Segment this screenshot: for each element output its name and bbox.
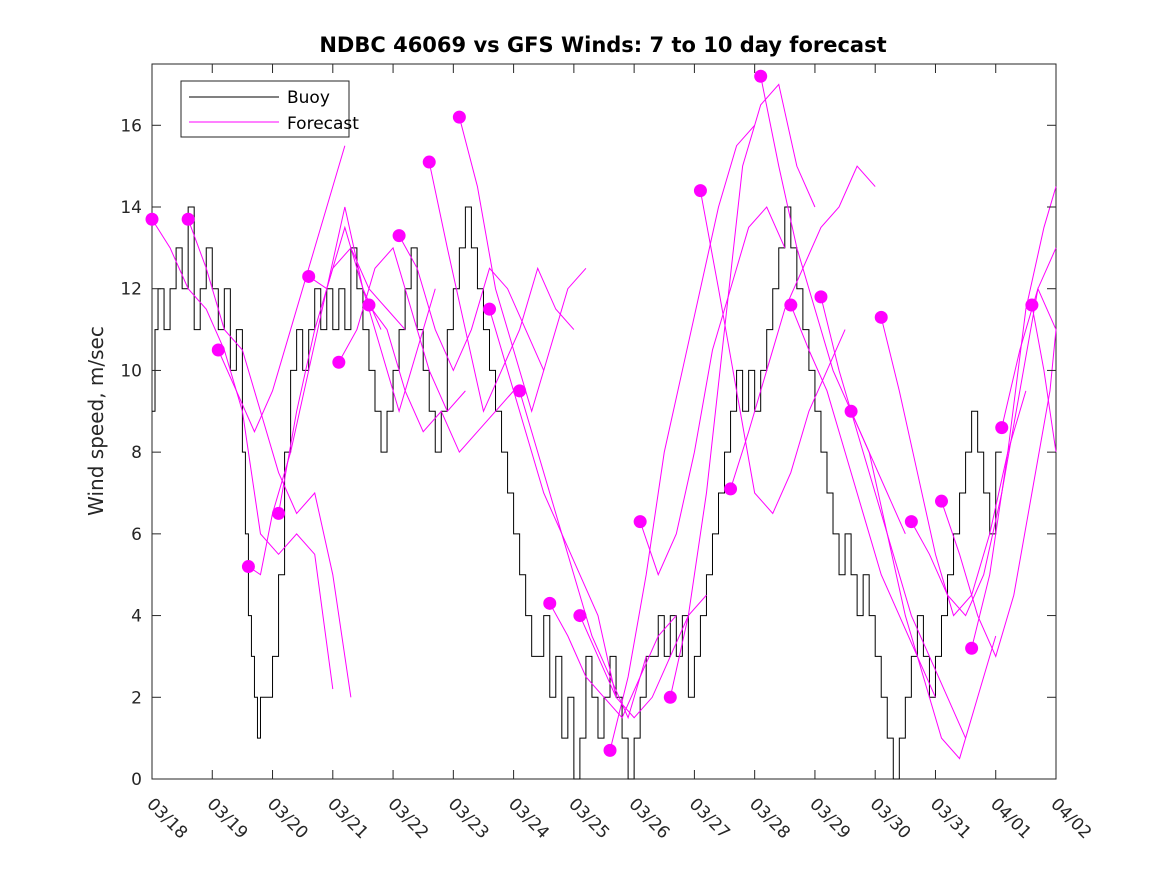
forecast-line [820,296,967,739]
forecast-start-point [543,596,557,610]
buoy-series [152,206,1002,780]
forecast-line [278,246,406,514]
forecast-start-point [633,515,647,529]
forecast-start-point [844,404,858,418]
forecast-start-point [874,310,888,324]
forecast-line [639,206,786,577]
forecast-start-point [934,494,948,508]
forecast-line [151,218,334,690]
forecast-line [368,304,514,454]
forecast-series-group [145,69,1057,760]
y-tick-label: 4 [131,607,142,627]
y-tick-label: 0 [131,770,142,790]
forecast-start-point [272,506,286,520]
forecast-start-point [513,384,527,398]
forecast-line [338,246,466,413]
legend-forecast-label: Forecast [287,114,359,134]
buoy-line [152,206,1002,780]
y-tick-label: 16 [120,116,142,136]
forecast-start-point [784,298,798,312]
forecast-line [549,603,677,719]
y-axis-label: Wind speed, m/sec [84,326,108,516]
forecast-start-point [814,290,828,304]
forecast-line [458,116,587,414]
forecast-start-point [362,298,376,312]
forecast-line [850,411,997,760]
y-tick-label: 14 [120,198,142,218]
y-tick-label: 12 [120,280,142,300]
forecast-line [880,317,1027,617]
forecast-start-point [965,641,979,655]
forecast-start-point [211,343,225,357]
forecast-line [760,76,906,535]
forecast-start-point [603,743,617,757]
forecast-line [248,225,382,576]
forecast-start-point [995,421,1009,435]
forecast-line [941,329,1057,658]
forecast-line [699,190,846,515]
y-tick-label: 8 [131,443,142,463]
forecast-start-point [241,560,255,574]
forecast-line [579,594,707,719]
forecast-line [398,235,545,372]
forecast-line [489,309,617,698]
forecast-line [308,206,436,414]
forecast-start-point [1025,298,1039,312]
forecast-start-point [181,212,195,226]
forecast-start-point [754,69,768,83]
forecast-start-point [724,482,738,496]
y-tick-label: 2 [131,688,142,708]
chart-title: NDBC 46069 vs GFS Winds: 7 to 10 day for… [319,33,886,57]
forecast-start-point [904,515,918,529]
forecast-line [910,247,1057,617]
forecast-line [790,304,936,698]
forecast-line [187,219,352,698]
forecast-start-point [392,229,406,243]
axes-box [151,63,1057,780]
forecast-line [217,145,346,433]
forecast-line [971,186,1057,649]
forecast-line [1001,287,1057,428]
forecast-start-point [693,184,707,198]
legend-buoy-label: Buoy [287,88,330,108]
forecast-line [428,161,575,413]
forecast-line [669,83,816,698]
y-tick-label: 6 [131,525,142,545]
forecast-start-point [302,269,316,283]
forecast-start-point [422,155,436,169]
forecast-start-point [452,110,466,124]
legend: Buoy Forecast [180,80,359,138]
forecast-start-point [332,355,346,369]
forecast-line [609,124,756,751]
y-tick-label: 10 [120,361,142,381]
forecast-line [1031,304,1057,453]
forecast-start-point [482,302,496,316]
forecast-start-point [145,212,159,226]
forecast-start-point [663,690,677,704]
legend-box [180,80,350,138]
forecast-start-point [573,609,587,623]
